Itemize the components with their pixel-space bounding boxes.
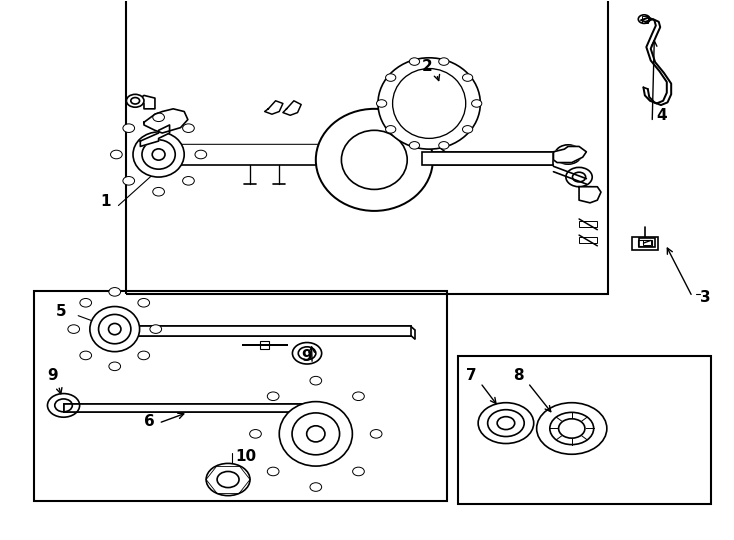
Ellipse shape — [307, 426, 325, 442]
Text: 7: 7 — [465, 368, 476, 383]
Circle shape — [126, 94, 144, 107]
Bar — [415, 147, 421, 156]
Ellipse shape — [142, 140, 175, 169]
Ellipse shape — [279, 402, 352, 466]
Bar — [638, 240, 653, 246]
Ellipse shape — [133, 132, 184, 177]
Ellipse shape — [152, 149, 165, 160]
Ellipse shape — [316, 109, 433, 211]
Circle shape — [183, 177, 195, 185]
Text: 9: 9 — [48, 368, 58, 383]
Bar — [579, 220, 597, 227]
Circle shape — [80, 299, 92, 307]
Circle shape — [109, 362, 120, 370]
Circle shape — [410, 58, 420, 65]
Polygon shape — [64, 404, 316, 413]
Circle shape — [153, 187, 164, 196]
Polygon shape — [283, 101, 301, 115]
Text: 3: 3 — [700, 290, 711, 305]
Bar — [408, 153, 414, 161]
Bar — [579, 237, 597, 243]
Circle shape — [377, 100, 387, 107]
Text: 6: 6 — [144, 414, 155, 429]
Bar — [420, 145, 424, 148]
Circle shape — [439, 141, 449, 149]
Circle shape — [123, 177, 134, 185]
Circle shape — [138, 351, 150, 360]
Circle shape — [370, 429, 382, 438]
Circle shape — [111, 150, 123, 159]
Polygon shape — [579, 187, 601, 203]
Bar — [397, 147, 403, 156]
Text: 4: 4 — [656, 107, 666, 123]
Bar — [261, 341, 269, 349]
Circle shape — [310, 376, 321, 385]
Polygon shape — [265, 101, 283, 114]
Circle shape — [68, 325, 79, 333]
Circle shape — [462, 126, 473, 133]
Polygon shape — [129, 96, 155, 109]
Circle shape — [109, 288, 120, 296]
Circle shape — [250, 429, 261, 438]
Circle shape — [471, 100, 482, 107]
Polygon shape — [140, 125, 170, 146]
Ellipse shape — [393, 69, 465, 138]
Circle shape — [80, 351, 92, 360]
Circle shape — [150, 325, 161, 333]
Polygon shape — [422, 152, 553, 165]
Circle shape — [195, 150, 207, 159]
Circle shape — [462, 74, 473, 82]
Ellipse shape — [341, 130, 407, 190]
Polygon shape — [144, 109, 188, 133]
Ellipse shape — [378, 58, 480, 149]
Circle shape — [138, 299, 150, 307]
Ellipse shape — [292, 413, 340, 455]
Bar — [397, 129, 403, 137]
Circle shape — [153, 113, 164, 122]
Circle shape — [410, 141, 420, 149]
Circle shape — [385, 74, 396, 82]
Circle shape — [183, 124, 195, 132]
Bar — [632, 237, 658, 249]
Text: 1: 1 — [100, 193, 111, 208]
Circle shape — [352, 392, 364, 401]
Circle shape — [352, 467, 364, 476]
Polygon shape — [553, 146, 586, 163]
Circle shape — [267, 392, 279, 401]
Circle shape — [267, 467, 279, 476]
Ellipse shape — [90, 307, 139, 352]
Bar — [416, 131, 421, 134]
Text: 8: 8 — [513, 368, 524, 383]
Circle shape — [123, 124, 134, 132]
Ellipse shape — [98, 314, 131, 344]
Polygon shape — [115, 326, 411, 335]
Circle shape — [131, 98, 139, 104]
Text: 10: 10 — [236, 449, 256, 464]
Text: 5: 5 — [57, 303, 67, 319]
Polygon shape — [159, 133, 341, 144]
Bar — [642, 16, 648, 23]
Circle shape — [310, 483, 321, 491]
Circle shape — [439, 58, 449, 65]
Text: 9: 9 — [301, 349, 312, 364]
Bar — [639, 238, 655, 247]
Ellipse shape — [109, 323, 121, 335]
Bar — [644, 240, 651, 245]
Text: 2: 2 — [422, 59, 432, 74]
Bar — [408, 137, 414, 145]
Circle shape — [385, 126, 396, 133]
Bar — [427, 138, 432, 141]
Bar — [419, 143, 425, 152]
